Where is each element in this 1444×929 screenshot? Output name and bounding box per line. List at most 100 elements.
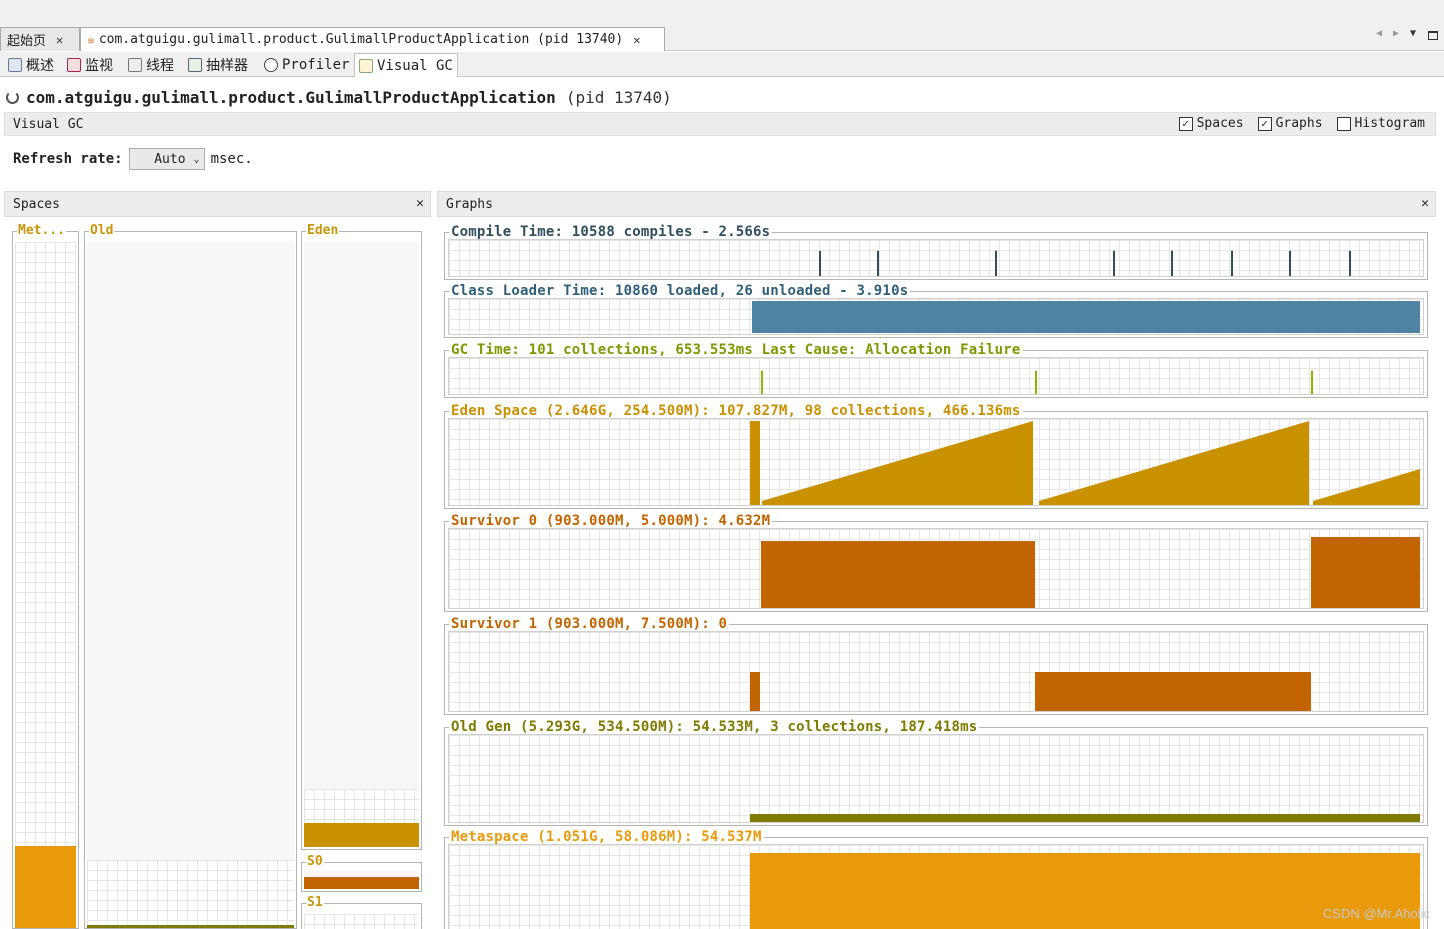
gc-time-spike	[1035, 370, 1037, 394]
compile-spike	[995, 250, 997, 276]
s1-grid	[304, 914, 419, 929]
gc-time-series	[761, 370, 1313, 394]
metaspace-series	[750, 853, 1420, 929]
refresh-rate-select[interactable]: Auto ⌄	[128, 148, 205, 170]
visual-gc-title: Visual GC	[13, 116, 84, 132]
eden-label: Eden	[306, 223, 340, 239]
gc-time-spike	[1311, 370, 1313, 394]
eden-space: Eden	[301, 223, 422, 850]
survivor1-plot	[448, 631, 1424, 712]
old-fill	[87, 925, 294, 928]
sampler-icon	[188, 58, 202, 72]
app-name: com.atguigu.gulimall.product.GulimallPro…	[26, 87, 556, 107]
eden-space-title: Eden Space (2.646G, 254.500M): 107.827M,…	[449, 402, 1023, 420]
subtab-label: Profiler	[282, 57, 350, 73]
class-loader-plot	[448, 298, 1424, 335]
subtab-label: Visual GC	[377, 57, 453, 74]
checkbox-box[interactable]: ✓	[1257, 116, 1272, 131]
metaspace-space: Met...	[12, 223, 79, 929]
subtab-sampler[interactable]: 抽样器	[184, 54, 252, 76]
dropdown-icon[interactable]: ▼	[1410, 28, 1417, 39]
application-title: com.atguigu.gulimall.product.GulimallPro…	[6, 86, 672, 108]
class-loader-title: Class Loader Time: 10860 loaded, 26 unlo…	[449, 282, 911, 300]
s1-label: S1	[306, 895, 324, 911]
survivor0-plot	[448, 528, 1424, 609]
eden-fill	[304, 823, 419, 847]
compile-spike	[1171, 250, 1173, 276]
graphs-panel-title: Graphs	[446, 196, 493, 212]
app-pid: (pid 13740)	[565, 87, 672, 107]
loading-icon	[6, 90, 19, 104]
compile-time-plot	[448, 239, 1424, 277]
survivor0-graph: Survivor 0 (903.000M, 5.000M): 4.632M	[444, 512, 1428, 612]
maximize-icon[interactable]	[1428, 31, 1438, 40]
compile-spike	[1231, 250, 1233, 276]
watermark: CSDN @Mr.Aholic	[1322, 906, 1430, 921]
checkbox-label: Histogram	[1354, 116, 1425, 131]
eden-sawtooth	[1039, 421, 1309, 505]
graphs-panel-header: Graphs ✕	[437, 191, 1436, 217]
s0-fill	[304, 877, 419, 889]
eden-space-graph: Eden Space (2.646G, 254.500M): 107.827M,…	[444, 402, 1428, 509]
metaspace-title: Metaspace (1.051G, 58.086M): 54.537M	[449, 828, 764, 846]
gc-time-spike	[761, 370, 763, 394]
survivor0-block	[1311, 537, 1420, 608]
subtab-visual-gc[interactable]: Visual GC	[354, 53, 458, 77]
eden-space-plot	[448, 418, 1424, 506]
s0-space: S0	[301, 854, 422, 892]
subtab-label: 线程	[146, 58, 174, 74]
subtab-label: 概述	[26, 58, 54, 74]
survivor1-series	[750, 672, 1311, 711]
tab-label: 起始页	[7, 34, 47, 49]
spaces-panel-title: Spaces	[13, 196, 60, 212]
tab-label: com.atguigu.gulimall.product.GulimallPro…	[98, 32, 624, 47]
close-icon[interactable]: ✕	[56, 32, 64, 47]
close-icon[interactable]: ✕	[1421, 196, 1429, 211]
subtab-profiler[interactable]: Profiler	[260, 54, 353, 76]
old-space: Old	[84, 223, 297, 929]
survivor1-block	[750, 672, 760, 711]
spaces-checkbox[interactable]: ✓ Spaces	[1178, 116, 1244, 131]
java-cup-icon: ☕	[87, 32, 95, 47]
refresh-rate-row: Refresh rate: Auto ⌄ msec.	[13, 147, 253, 171]
compile-spike	[1349, 250, 1351, 276]
monitor-icon	[67, 58, 81, 72]
compile-time-series	[819, 250, 1351, 276]
s0-grid	[304, 871, 419, 889]
histogram-checkbox[interactable]: Histogram	[1336, 116, 1425, 131]
scroll-left-icon[interactable]: ◀	[1376, 28, 1383, 39]
old-grid	[87, 242, 294, 928]
eden-sawtooth	[1313, 469, 1420, 505]
graphs-checkbox[interactable]: ✓ Graphs	[1257, 116, 1323, 131]
gc-time-graph: GC Time: 101 collections, 653.553ms Last…	[444, 341, 1428, 398]
class-loader-graph: Class Loader Time: 10860 loaded, 26 unlo…	[444, 282, 1428, 338]
checkbox-label: Graphs	[1275, 116, 1323, 131]
class-loader-area	[752, 301, 1420, 333]
tab-application[interactable]: ☕ com.atguigu.gulimall.product.GulimallP…	[80, 27, 665, 51]
refresh-rate-value: Auto	[154, 151, 186, 167]
subtab-monitor[interactable]: 监视	[63, 54, 117, 76]
s1-space: S1	[301, 895, 422, 929]
compile-time-title: Compile Time: 10588 compiles - 2.566s	[449, 223, 773, 241]
metaspace-area	[750, 853, 1420, 929]
checkbox-box[interactable]: ✓	[1178, 116, 1193, 131]
checkbox-box[interactable]	[1336, 116, 1351, 131]
close-icon[interactable]: ✕	[633, 32, 641, 47]
close-icon[interactable]: ✕	[416, 196, 424, 211]
survivor0-series	[761, 537, 1420, 608]
gc-time-title: GC Time: 101 collections, 653.553ms Last…	[449, 341, 1023, 359]
old-gen-area	[750, 814, 1420, 822]
overview-icon	[8, 58, 22, 72]
survivor1-graph: Survivor 1 (903.000M, 7.500M): 0	[444, 615, 1428, 715]
sub-toolbar: 概述 监视 线程 抽样器 Profiler Visual GC	[0, 52, 1444, 77]
scroll-right-icon[interactable]: ▶	[1393, 28, 1400, 39]
visual-gc-icon	[359, 58, 373, 73]
tab-start-page[interactable]: 起始页 ✕	[0, 27, 80, 51]
subtab-label: 抽样器	[206, 58, 248, 74]
subtab-overview[interactable]: 概述	[4, 54, 58, 76]
subtab-threads[interactable]: 线程	[124, 54, 178, 76]
view-checkboxes: ✓ Spaces ✓ Graphs Histogram	[1178, 116, 1425, 131]
s0-label: S0	[306, 854, 324, 870]
old-gen-title: Old Gen (5.293G, 534.500M): 54.533M, 3 c…	[449, 718, 980, 736]
old-gen-series	[750, 814, 1420, 822]
